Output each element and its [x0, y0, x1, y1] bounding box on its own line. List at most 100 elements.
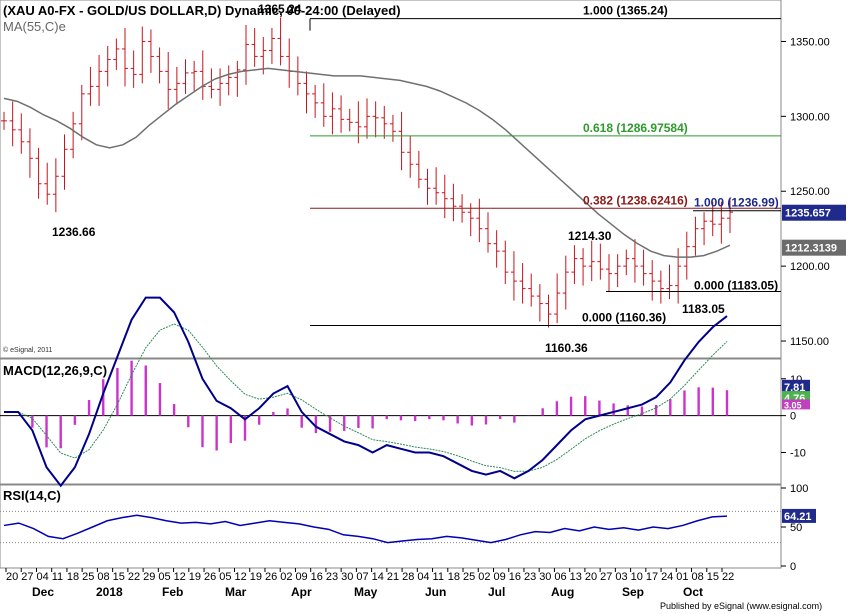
macd-histogram-bar [669, 399, 672, 416]
x-axis-date-label: 19 [189, 571, 201, 583]
macd-histogram-bar [385, 415, 388, 420]
macd-histogram-bar [654, 404, 658, 416]
macd-signal-line [4, 323, 728, 472]
price-value-badge [782, 204, 846, 221]
x-axis-month-label: Feb [162, 585, 183, 599]
x-axis-date-label: 23 [524, 571, 536, 583]
x-axis-date-label: 15 [113, 571, 125, 583]
rsi-legend: RSI(14,C) [3, 488, 61, 503]
price-annotation: 1183.05 [682, 302, 725, 316]
x-axis-month-label: Mar [225, 585, 247, 599]
x-axis-date-label: 19 [250, 571, 262, 583]
x-axis-date-label: 25 [463, 571, 475, 583]
macd-histogram-bar [300, 415, 303, 428]
copyright-text: © eSignal, 2011 [3, 346, 53, 354]
x-axis-month-label: Dec [32, 585, 54, 599]
moving-average-line [3, 67, 731, 258]
price-annotation: 1160.36 [545, 341, 588, 355]
macd-histogram-bar [272, 411, 275, 416]
fib-level-label: 0.618 (1286.97584) [583, 121, 688, 135]
x-axis-month-label: Sep [622, 585, 644, 599]
macd-histogram-bar [257, 415, 261, 425]
price-annotation: 1236.66 [52, 225, 96, 239]
macd-value-badge [782, 379, 810, 394]
x-axis-date-label: 22 [722, 571, 734, 583]
macd-histogram-bar [612, 403, 615, 416]
x-axis-date-label: 27 [600, 571, 612, 583]
x-axis-date-label: 02 [280, 571, 292, 583]
x-axis-date-label: 08 [97, 571, 109, 583]
macd-layer [0, 296, 781, 488]
x-axis-date-label: 18 [448, 571, 460, 583]
x-axis-date-label: 12 [174, 571, 186, 583]
macd-hist-badge [782, 399, 810, 410]
x-axis-date-label: 26 [265, 571, 277, 583]
price-annotation: 1214.30 [568, 229, 612, 243]
price-value-badge-text: 1235.657 [785, 208, 831, 220]
macd-histogram-bar [243, 415, 247, 441]
macd-histogram-bar [584, 396, 587, 416]
x-axis-month-label: Jul [488, 585, 505, 599]
x-axis-date-label: 21 [387, 571, 399, 583]
x-axis-date-label: 26 [204, 571, 216, 583]
x-axis-date-label: 23 [326, 571, 338, 583]
macd-histogram-bar [31, 415, 34, 428]
x-axis-date-label: 09 [295, 571, 307, 583]
x-axis-date-label: 27 [21, 571, 33, 583]
x-axis-date-label: 05 [158, 571, 170, 583]
macd-histogram-bar [697, 387, 700, 416]
x-axis-month-label: Aug [551, 585, 574, 599]
x-axis-date-label: 14 [372, 571, 384, 583]
x-axis-month-label: Apr [291, 585, 312, 599]
macd-panel [0, 358, 782, 485]
price-y-tick-label: 1150.00 [790, 336, 829, 348]
macd-histogram-bar [371, 415, 374, 429]
rsi-line [3, 514, 728, 544]
price-y-tick-label: 1350.00 [790, 36, 830, 48]
macd-histogram-bar [484, 415, 488, 425]
fib2-level-label: 0.000 (1183.05) [694, 279, 778, 293]
chart-title: (XAU A0-FX - GOLD/US DOLLAR,D) Dynamic, … [3, 3, 401, 18]
macd-legend: MACD(12,26,9,C) [3, 363, 107, 378]
x-axis-date-label: 08 [692, 571, 704, 583]
rsi-y-tick-label: 100 [790, 483, 808, 495]
x-axis-date-label: 01 [676, 571, 688, 583]
macd-histogram-bar [73, 415, 77, 425]
x-axis-date-label: 05 [219, 571, 231, 583]
x-axis-month-label: 2018 [96, 585, 123, 599]
macd-histogram-bar [187, 415, 190, 428]
rsi-y-tick-label: 50 [790, 522, 802, 534]
published-footer: Published by eSignal (www.esignal.com) [660, 601, 822, 611]
macd-histogram-bar [45, 415, 48, 448]
macd-histogram-bar [569, 396, 573, 416]
x-axis-date-label: 24 [661, 571, 673, 583]
macd-histogram-bar [513, 415, 516, 423]
x-axis-date-label: 17 [646, 571, 658, 583]
macd-y-tick-label: -10 [790, 448, 806, 460]
macd-histogram-bar [470, 415, 474, 426]
x-axis-date-label: 20 [585, 571, 597, 583]
macd-hist-badge-text: 3.05 [784, 400, 802, 410]
x-axis-date-label: 04 [417, 571, 429, 583]
fib-level-label: 0.382 (1238.62416) [583, 193, 688, 207]
x-axis-month-label: May [354, 585, 378, 599]
macd-histogram-bar [428, 415, 431, 420]
x-axis-date-label: 10 [631, 571, 643, 583]
x-axis-date-label: 04 [36, 571, 48, 583]
price-panel [0, 0, 782, 359]
macd-y-tick-label: 0 [790, 411, 796, 423]
macd-histogram-bar [201, 415, 204, 448]
macd-histogram-bar [399, 415, 403, 421]
x-axis-date-label: 16 [509, 571, 521, 583]
macd-histogram-bar [456, 415, 459, 424]
x-axis-date-label: 13 [570, 571, 582, 583]
x-axis-date-label: 30 [341, 571, 353, 583]
macd-histogram-bar [229, 415, 233, 444]
macd-histogram-bar [357, 415, 360, 428]
macd-histogram-bar [640, 406, 644, 416]
x-axis-date-label: 09 [493, 571, 505, 583]
x-axis-date-label: 03 [615, 571, 627, 583]
x-axis-date-label: 25 [82, 571, 94, 583]
macd-histogram-bar [130, 360, 133, 416]
